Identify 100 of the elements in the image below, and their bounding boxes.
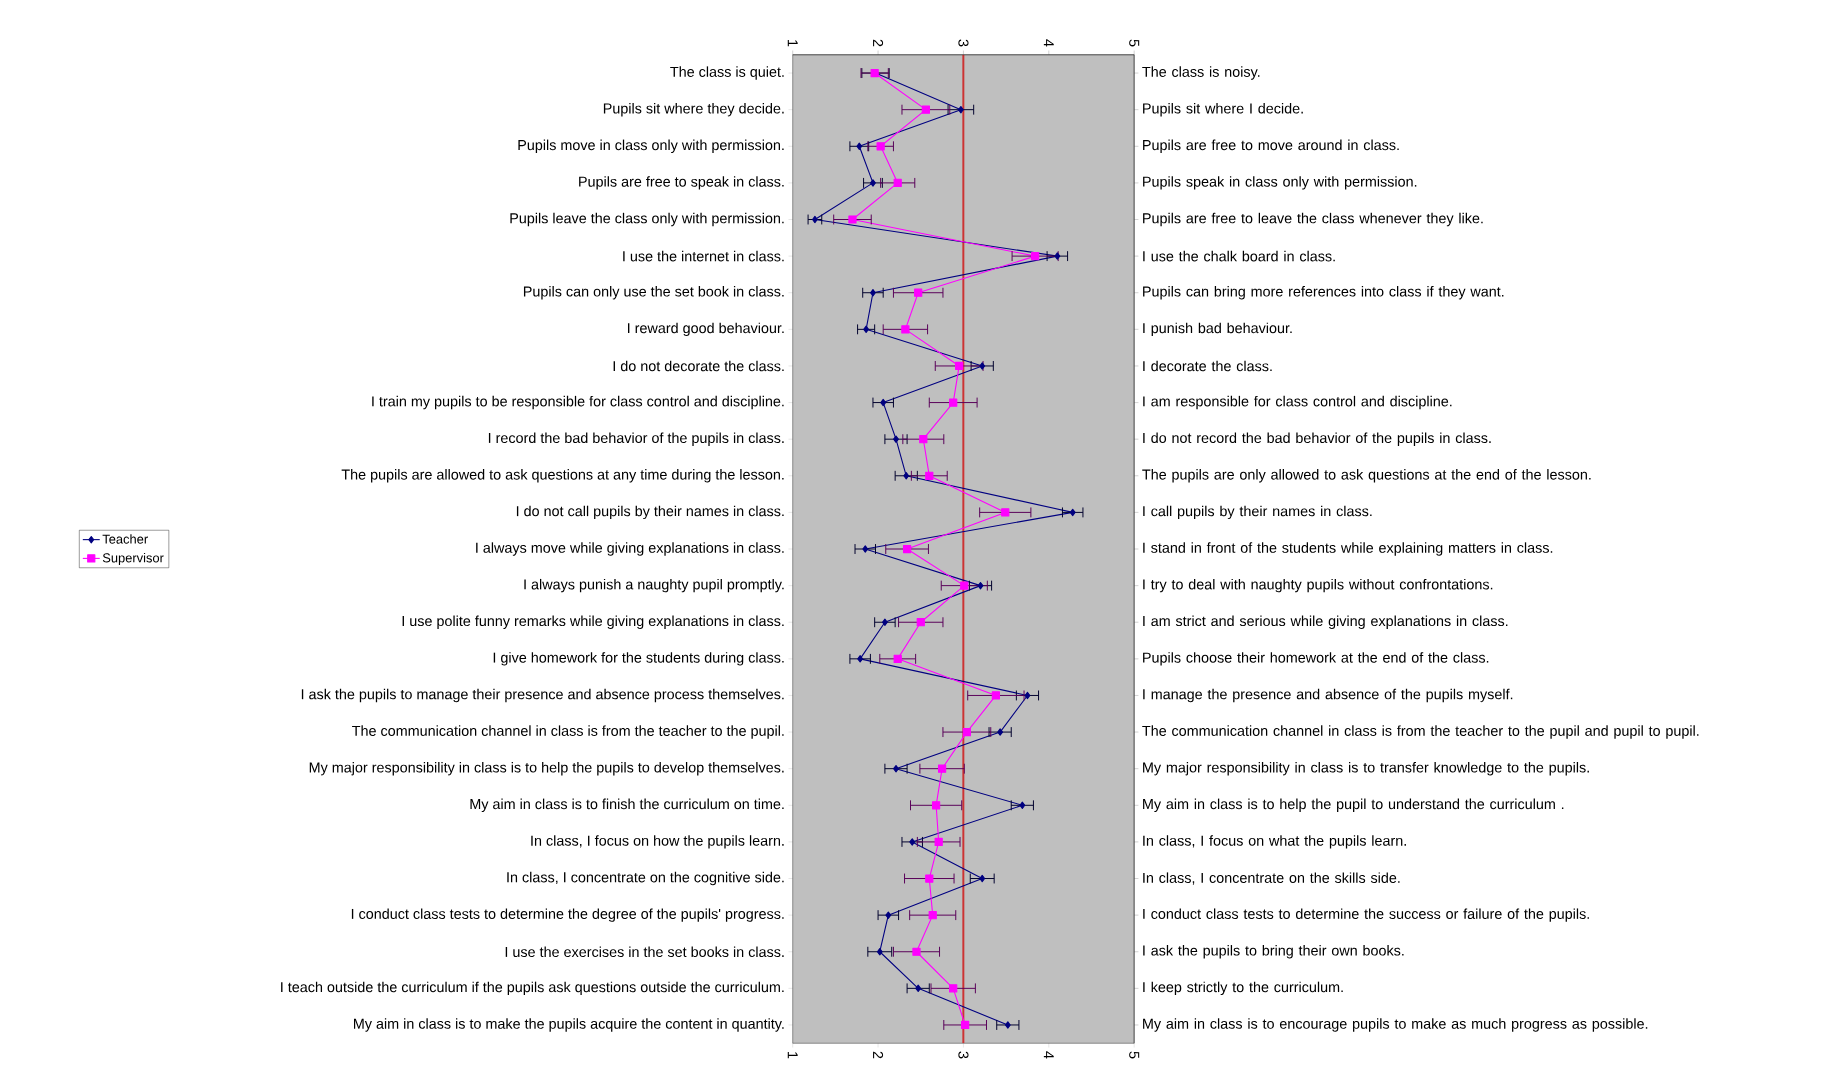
point bbox=[848, 215, 857, 224]
y2-tick-label: The pupils are only allowed to ask questions at the end of the lesson. bbox=[1142, 469, 1591, 483]
point bbox=[862, 545, 869, 553]
point bbox=[949, 398, 958, 407]
y-tick-label: The pupils are allowed to ask questions at any time during the lesson. bbox=[341, 469, 784, 483]
point bbox=[916, 618, 925, 627]
y2-tick-label: I call pupils by their names in class. bbox=[1143, 505, 1372, 520]
point bbox=[934, 837, 943, 847]
point bbox=[977, 581, 984, 590]
y-tick-label: In class, I focus on how the pupils learn. bbox=[531, 835, 784, 849]
point bbox=[914, 288, 923, 297]
point bbox=[909, 838, 916, 846]
point bbox=[856, 142, 863, 150]
point bbox=[915, 984, 922, 993]
y2-tick-label: My aim in class is to encourage pupils to make as much progress as possible. bbox=[1143, 1018, 1648, 1032]
x2-tick-label: 3 bbox=[958, 39, 969, 47]
point bbox=[925, 874, 934, 883]
y-tick-label: I ask the pupils to manage their presence and absence process themselves. bbox=[301, 688, 784, 703]
point bbox=[960, 581, 969, 590]
point bbox=[881, 618, 888, 626]
point bbox=[893, 654, 902, 663]
x2-tick-label: 4 bbox=[1043, 39, 1054, 47]
x-tick-label: 3 bbox=[958, 1051, 969, 1059]
x2-tick-label: 5 bbox=[1129, 39, 1140, 47]
y-tick-label: In class, I concentrate on the cognitive side. bbox=[507, 871, 784, 886]
y-tick-label: I train my pupils to be responsible for class control and discipline. bbox=[372, 395, 784, 410]
y2-tick-label: I stand in front of the students while explaining matters in class. bbox=[1143, 542, 1553, 556]
point bbox=[893, 178, 902, 187]
point bbox=[937, 764, 947, 773]
x-tick-label: 4 bbox=[1043, 1051, 1054, 1059]
x-tick-label: 2 bbox=[873, 1051, 884, 1059]
legend-label: Teacher bbox=[102, 534, 148, 544]
y2-tick-label: My aim in class is to help the pupil to understand the curriculum . bbox=[1143, 798, 1564, 812]
x2-tick-label: 1 bbox=[787, 40, 798, 47]
y-tick-label: My major responsibility in class is to help the pupils to develop themselves. bbox=[309, 761, 784, 776]
y2-tick-label: I punish bad behaviour. bbox=[1143, 322, 1292, 337]
y-tick-label: I do not decorate the class. bbox=[613, 360, 784, 372]
y-tick-label: The communication channel in class is from the teacher to the pupil. bbox=[352, 725, 784, 739]
y-tick-label: I always punish a naughty pupil promptly. bbox=[524, 578, 784, 593]
point bbox=[991, 691, 1000, 700]
y2-tick-label: I do not record the bad behavior of the pupils in class. bbox=[1143, 432, 1491, 446]
y2-tick-label: My major responsibility in class is to transfer knowledge to the pupils. bbox=[1143, 761, 1589, 776]
y-tick-label: I use the exercises in the set books in class. bbox=[505, 946, 784, 958]
point bbox=[902, 544, 912, 554]
y2-tick-label: Pupils are free to leave the class whenever they like. bbox=[1143, 212, 1483, 227]
y-tick-label: Pupils sit where they decide. bbox=[603, 102, 784, 117]
y2-tick-label: The communication channel in class is from the teacher to the pupil and pupil to pupil. bbox=[1142, 725, 1699, 739]
y-tick-label: My aim in class is to finish the curriculum on time. bbox=[470, 798, 784, 812]
y2-tick-label: Pupils choose their homework at the end of the class. bbox=[1143, 652, 1489, 666]
x-tick-label: 1 bbox=[787, 1052, 798, 1059]
point bbox=[885, 911, 892, 919]
y2-tick-label: In class, I focus on what the pupils learn. bbox=[1143, 835, 1406, 849]
y2-tick-label: I keep strictly to the curriculum. bbox=[1143, 981, 1343, 996]
y2-tick-label: Pupils can bring more references into class if they want. bbox=[1143, 286, 1504, 300]
y-tick-label: Pupils leave the class only with permission. bbox=[510, 212, 784, 227]
y2-tick-label: I use the chalk board in class. bbox=[1143, 250, 1335, 262]
point bbox=[955, 361, 964, 371]
y2-tick-label: I am responsible for class control and discipline. bbox=[1143, 395, 1452, 410]
point bbox=[880, 398, 887, 407]
point bbox=[870, 179, 876, 187]
point bbox=[997, 728, 1004, 736]
point bbox=[857, 655, 864, 663]
point bbox=[962, 727, 971, 737]
point bbox=[811, 215, 818, 224]
point bbox=[893, 435, 899, 443]
point bbox=[932, 801, 941, 810]
y2-tick-label: Pupils speak in class only with permission. bbox=[1143, 176, 1417, 190]
y-tick-label: The class is quiet. bbox=[670, 66, 784, 80]
point bbox=[949, 984, 958, 993]
legend-label: Supervisor bbox=[102, 552, 164, 565]
y2-tick-label: I am strict and serious while giving explanations in class. bbox=[1143, 615, 1508, 629]
point bbox=[1001, 508, 1010, 517]
y-tick-label: I give homework for the students during class. bbox=[493, 652, 784, 666]
point bbox=[928, 911, 937, 920]
y-tick-label: I use polite funny remarks while giving explanations in class. bbox=[402, 615, 784, 629]
y2-tick-label: Pupils sit where I decide. bbox=[1143, 102, 1303, 117]
y-tick-label: Pupils can only use the set book in class. bbox=[523, 286, 784, 300]
y-tick-label: Pupils move in class only with permission. bbox=[518, 139, 784, 153]
y2-tick-label: In class, I concentrate on the skills side. bbox=[1143, 872, 1400, 885]
y2-tick-label: Pupils are free to move around in class. bbox=[1143, 139, 1399, 153]
point bbox=[957, 105, 964, 114]
point bbox=[1024, 691, 1031, 700]
y-tick-label: I always move while giving explanations in class. bbox=[476, 542, 784, 556]
y-tick-label: I do not call pupils by their names in class. bbox=[516, 505, 784, 520]
y2-tick-label: I conduct class tests to determine the success or failure of the pupils. bbox=[1143, 908, 1589, 922]
y-tick-label: I teach outside the curriculum if the pupils ask questions outside the curriculum. bbox=[281, 981, 784, 996]
point bbox=[921, 105, 930, 114]
point bbox=[903, 472, 910, 480]
point bbox=[979, 874, 986, 883]
y2-tick-label: The class is noisy. bbox=[1142, 66, 1260, 80]
y-tick-label: I conduct class tests to determine the degree of the pupils' progress. bbox=[351, 908, 784, 922]
point bbox=[925, 471, 934, 480]
y-tick-label: My aim in class is to make the pupils acquire the content in quantity. bbox=[353, 1018, 784, 1032]
point bbox=[1004, 1021, 1011, 1029]
point bbox=[1069, 508, 1076, 517]
point bbox=[876, 142, 885, 151]
point bbox=[919, 435, 928, 444]
x2-tick-label: 2 bbox=[873, 39, 884, 47]
x-tick-label: 5 bbox=[1129, 1051, 1140, 1059]
y-tick-label: I reward good behaviour. bbox=[628, 322, 784, 337]
